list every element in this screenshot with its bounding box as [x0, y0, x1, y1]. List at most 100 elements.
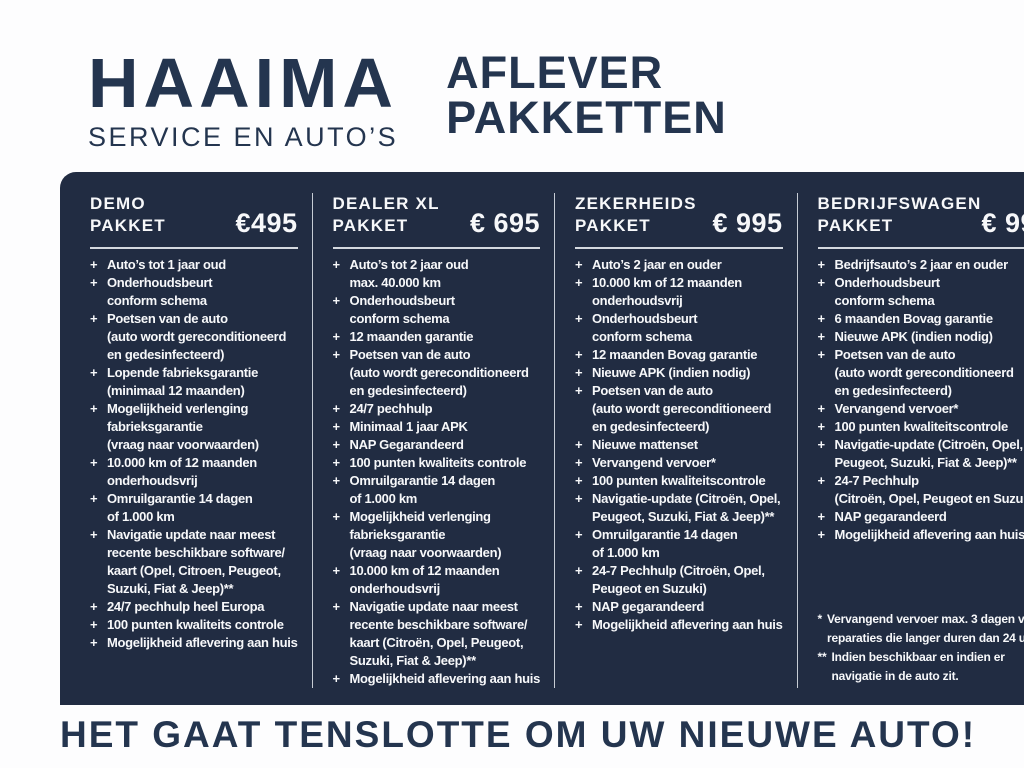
feature-line: Poetsen van de auto	[107, 311, 228, 327]
feature-line: 10.000 km of 12 maanden	[592, 275, 742, 291]
feature-line: (Citroën, Opel, Peugeot en Suzuki)	[834, 491, 1024, 507]
feature-text: NAP gegarandeerd	[592, 598, 783, 616]
feature-line: en gedesinfecteerd)	[107, 347, 225, 363]
brand-name: HAAIMA	[88, 44, 398, 122]
feature-line: Minimaal 1 jaar APK	[349, 419, 468, 435]
feature-line: 12 maanden garantie	[349, 329, 474, 345]
feature-line: 24-7 Pechhulp (Citroën, Opel,	[592, 563, 765, 579]
feature-line: Onderhoudsbeurt	[107, 275, 213, 291]
package-column-demo: DEMO PAKKET €495 + Auto’s tot 1 jaar oud + Ond…	[90, 193, 313, 689]
feature-line: Mogelijkheid aflevering aan huis	[834, 527, 1024, 543]
feature-line: Auto’s tot 1 jaar oud	[107, 257, 226, 273]
plus-icon: +	[90, 599, 98, 615]
feature-line: Onderhoudsbeurt	[592, 311, 698, 327]
feature-line: 100 punten kwaliteits controle	[107, 617, 284, 633]
feature-item: + Omruilgarantie 14 dagen of 1.000 km	[575, 526, 783, 562]
plus-icon: +	[90, 455, 98, 471]
feature-text: Minimaal 1 jaar APK	[350, 418, 541, 436]
feature-text: Vervangend vervoer*	[835, 400, 1024, 418]
plus-icon: +	[575, 437, 583, 453]
feature-item: + Onderhoudsbeurt conform schema	[818, 274, 1024, 310]
feature-line: max. 40.000 km	[349, 275, 442, 291]
plus-icon: +	[90, 365, 98, 381]
feature-text: Nieuwe APK (indien nodig)	[835, 328, 1024, 346]
feature-item: + NAP gegarandeerd	[575, 598, 783, 616]
feature-item: +24-7 Pechhulp (Citroën, Opel, Peugeot en…	[818, 472, 1024, 508]
feature-line: Omruilgarantie 14 dagen	[592, 527, 738, 543]
feature-line: onderhoudsvrij	[349, 581, 441, 597]
plus-icon: +	[575, 599, 583, 615]
plus-icon: +	[817, 509, 826, 525]
page-title: AFLEVER PAKKETTEN	[446, 50, 727, 140]
plus-icon: +	[90, 527, 98, 543]
feature-line: NAP gegarandeerd	[834, 509, 947, 525]
brand-subtitle: SERVICE EN AUTO’S	[88, 122, 399, 152]
plus-icon: +	[90, 311, 98, 327]
feature-line: 10.000 km of 12 maanden	[107, 455, 257, 471]
feature-text: 100 punten kwaliteits controle	[107, 616, 298, 634]
feature-line: NAP gegarandeerd	[592, 599, 705, 615]
header: HAAIMA SERVICE EN AUTO’S AFLEVER PAKKETT…	[88, 48, 727, 151]
plus-icon: +	[332, 599, 341, 615]
feature-item: + Minimaal 1 jaar APK	[333, 418, 541, 436]
feature-line: (auto wordt gereconditioneerd	[834, 365, 1014, 381]
feature-line: Navigatie-update (Citroën, Opel,	[592, 491, 781, 507]
package-price: € 995	[712, 208, 783, 239]
feature-item: + Bedrijfsauto’s 2 jaar en ouder	[818, 256, 1024, 274]
feature-line: onderhoudsvrij	[107, 473, 198, 489]
plus-icon: +	[817, 311, 826, 327]
feature-text: Lopende fabrieksgarantie (minimaal 12 maa…	[107, 364, 298, 400]
feature-item: + Navigatie-update (Citroën, Opel, Peugeot…	[818, 436, 1024, 472]
feature-line: kaart (Opel, Citroen, Peugeot,	[107, 563, 281, 579]
plus-icon: +	[90, 275, 98, 291]
feature-item: + Mogelijkheid verlenging fabrieksgarantie…	[333, 508, 541, 562]
feature-text: Mogelijkheid verlenging fabrieksgarantie (…	[350, 508, 541, 562]
plus-icon: +	[575, 491, 583, 507]
package-column-dealer-xl: DEALER XL PAKKET € 695 + Auto’s tot 2 jaar o…	[313, 193, 556, 689]
package-name-line2: PAKKET	[817, 216, 894, 236]
feature-text: Navigatie-update (Citroën, Opel, Peugeot,…	[835, 436, 1024, 472]
plus-icon: +	[817, 275, 826, 291]
plus-icon: +	[575, 257, 583, 273]
feature-item: + Auto’s 2 jaar en ouder	[575, 256, 783, 274]
feature-line: (auto wordt gereconditioneerd	[592, 401, 772, 417]
feature-item: + NAP Gegarandeerd	[333, 436, 541, 454]
brand-logo: HAAIMA SERVICE EN AUTO’S	[88, 48, 398, 151]
feature-item: + Vervangend vervoer*	[818, 400, 1024, 418]
feature-item: + Nieuwe APK (indien nodig)	[818, 328, 1024, 346]
plus-icon: +	[332, 401, 341, 417]
feature-line: Peugeot, Suzuki, Fiat & Jeep)**	[592, 509, 775, 525]
plus-icon: +	[332, 455, 341, 471]
feature-line: Mogelijkheid aflevering aan huis	[107, 635, 298, 651]
plus-icon: +	[575, 455, 583, 471]
feature-line: Nieuwe mattenset	[592, 437, 698, 453]
feature-line: 24/7 pechhulp heel Europa	[107, 599, 265, 615]
feature-line: conform schema	[834, 293, 935, 309]
feature-line: Auto’s tot 2 jaar oud	[349, 257, 469, 273]
plus-icon: +	[575, 275, 583, 291]
feature-item: + Onderhoudsbeurt conform schema	[333, 292, 541, 328]
feature-text: 10.000 km of 12 maanden onderhoudsvrij	[107, 454, 298, 490]
feature-item: + Omruilgarantie 14 dagen of 1.000 km	[333, 472, 541, 508]
feature-item: +6 maanden Bovag garantie	[818, 310, 1024, 328]
feature-text: Onderhoudsbeurt conform schema	[835, 274, 1024, 310]
feature-item: + Poetsen van de auto (auto wordt gerecond…	[90, 310, 298, 364]
feature-item: + Navigatie update naar meest recente besc…	[333, 598, 541, 670]
feature-text: Poetsen van de auto (auto wordt gerecondi…	[592, 382, 783, 436]
feature-text: 100 punten kwaliteitscontrole	[835, 418, 1024, 436]
asterisk-icon: *	[817, 612, 823, 627]
feature-item: + Auto’s tot 2 jaar oud max. 40.000 km	[333, 256, 541, 292]
plus-icon: +	[90, 491, 98, 507]
feature-text: Mogelijkheid verlenging fabrieksgarantie (…	[107, 400, 298, 454]
plus-icon: +	[332, 257, 341, 273]
header-rule	[817, 247, 1024, 250]
asterisk-icon: **	[817, 650, 827, 665]
feature-line: (vraag naar voorwaarden)	[349, 545, 502, 561]
plus-icon: +	[575, 365, 583, 381]
feature-line: Mogelijkheid aflevering aan huis	[592, 617, 783, 633]
feature-item: + Poetsen van de auto (auto wordt gerecond…	[333, 346, 541, 400]
feature-item: + Nieuwe APK (indien nodig)	[575, 364, 783, 382]
feature-line: 12 maanden Bovag garantie	[592, 347, 758, 363]
feature-text: Bedrijfsauto’s 2 jaar en ouder	[835, 256, 1024, 274]
